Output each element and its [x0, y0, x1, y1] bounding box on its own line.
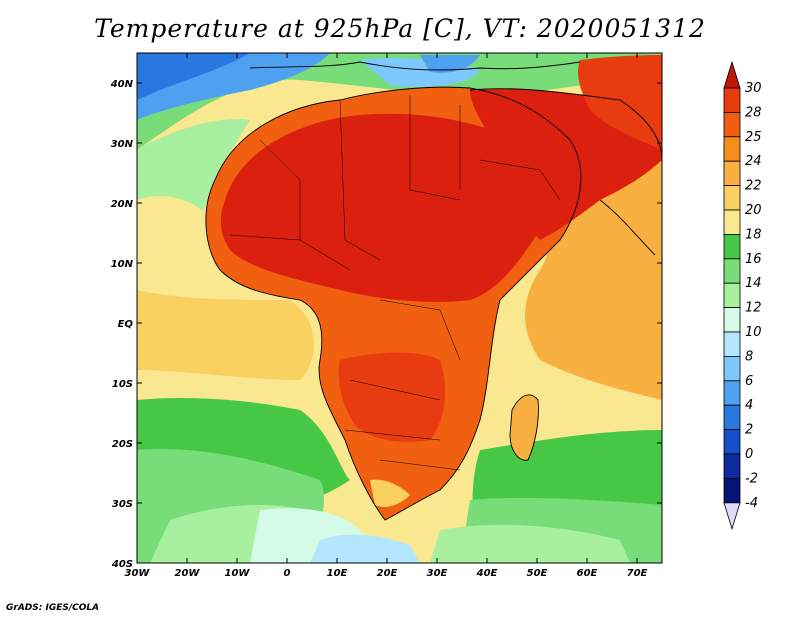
colorbar-segment — [723, 160, 741, 186]
colorbar-segment — [723, 380, 741, 406]
colorbar-label: 22 — [745, 179, 762, 194]
cold-water-south — [310, 534, 420, 563]
y-tick-label: 40N — [110, 79, 134, 90]
y-tick-label: 30N — [111, 139, 134, 150]
border-line — [379, 299, 461, 361]
colorbar-label: 24 — [745, 154, 762, 169]
x-tick-label: 50E — [527, 568, 548, 579]
southern-europe-coastline — [249, 61, 581, 71]
colorbar-segment — [723, 258, 741, 284]
colorbar-segment — [723, 429, 741, 455]
colorbar-label: 12 — [745, 301, 762, 316]
colorbar-segment — [723, 233, 741, 260]
colorbar-label: 25 — [745, 130, 762, 145]
x-tick-label: 40E — [476, 568, 498, 579]
y-tick-label: 10N — [111, 259, 134, 270]
colorbar-label: 10 — [745, 325, 762, 340]
colorbar-segment — [723, 136, 741, 162]
x-tick-label: 20E — [377, 568, 398, 579]
colorbar-top-arrow — [723, 60, 741, 89]
colorbar-segment — [723, 453, 741, 479]
colorbar-label: 4 — [745, 398, 753, 413]
border-line — [349, 379, 441, 401]
sahara-hot — [220, 113, 552, 302]
west-african-coast-yellow — [137, 196, 215, 270]
border-line — [339, 99, 381, 261]
x-tick-label: 20W — [175, 568, 201, 579]
x-tick-label: 30W — [125, 568, 151, 579]
anatolia-blue — [420, 55, 480, 73]
colorbar-segment — [723, 87, 741, 113]
colorbar-label: 18 — [745, 227, 762, 242]
colorbar-label: 6 — [745, 374, 753, 389]
y-tick-label: 40S — [111, 559, 133, 570]
x-tick-label: 0 — [284, 568, 291, 579]
colorbar-label: 28 — [745, 105, 762, 120]
colorbar-segment — [723, 209, 741, 235]
colorbar-segment — [723, 331, 741, 357]
india-coastline — [599, 199, 656, 256]
gulf-of-guinea — [137, 290, 314, 380]
colorbar-segment — [723, 477, 741, 504]
colorbar-label: 20 — [745, 203, 762, 218]
x-tick-label: 60E — [577, 568, 598, 579]
colorbar-segment — [723, 307, 741, 333]
x-tick-label: 10W — [225, 568, 251, 579]
y-tick-label: 30S — [112, 499, 133, 510]
plot-frame — [136, 52, 663, 564]
border-line — [479, 159, 561, 201]
colorbar-label: 0 — [745, 447, 753, 462]
colorbar-bottom-arrow — [723, 502, 741, 531]
border-line — [259, 139, 301, 240]
colorbar-label: -2 — [745, 471, 758, 486]
madagascar — [510, 394, 539, 461]
colorbar-segment — [723, 112, 741, 138]
x-tick-label: 10E — [327, 568, 348, 579]
southern-africa-warm — [338, 352, 446, 442]
south-indian-pale — [430, 524, 630, 563]
colorbar-label: -4 — [745, 496, 758, 511]
colorbar-segment — [723, 355, 741, 382]
colorbar-segment — [723, 282, 741, 309]
colorbar-label: 30 — [745, 81, 762, 96]
coastlines — [205, 61, 662, 521]
y-tick-label: EQ — [118, 319, 134, 330]
iran-warm — [578, 55, 662, 150]
y-tick-label: 20S — [112, 439, 133, 450]
colorbar-segment — [723, 404, 741, 431]
border-line — [379, 459, 461, 471]
x-axis: 30W 20W 10W 0 10E 20E 30E 40E 50E 60E 70E — [125, 53, 648, 579]
colorbar-segment — [723, 185, 741, 211]
colorbar-label: 2 — [745, 423, 753, 438]
border-line — [344, 429, 441, 441]
map-title: Temperature at 925hPa [C], VT: 202005131… — [94, 14, 706, 43]
x-tick-label: 70E — [627, 568, 648, 579]
kalahari-warm — [360, 448, 436, 495]
colorbar-label: 16 — [745, 252, 762, 267]
north-atlantic-deep-blue — [137, 53, 250, 100]
country-borders — [229, 95, 561, 471]
south-africa-mild — [370, 479, 410, 507]
colorbar-label: 8 — [745, 349, 753, 364]
border-line — [229, 234, 351, 271]
y-tick-label: 10S — [112, 379, 133, 390]
grads-credit: GrADS: IGES/COLA — [6, 603, 100, 613]
arabia-coastline — [469, 88, 662, 161]
temperature-field — [137, 53, 662, 563]
africa-coastline — [205, 86, 582, 521]
colorbar-label: 14 — [745, 276, 762, 291]
madagascar-coastline — [509, 394, 539, 461]
y-axis: 40N 30N 20N 10N EQ 10S 20S 30S 40S — [110, 79, 662, 570]
border-line — [409, 95, 461, 201]
x-tick-label: 30E — [427, 568, 448, 579]
y-tick-label: 20N — [111, 199, 134, 210]
